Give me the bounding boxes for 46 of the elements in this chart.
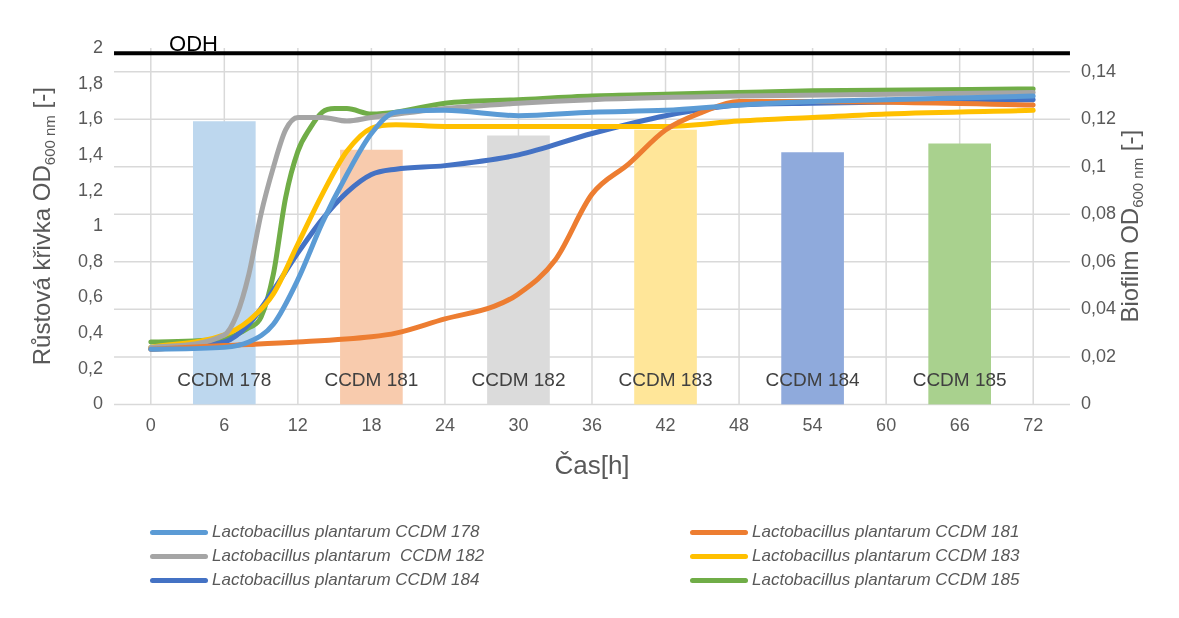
x-tick-label: 36 bbox=[581, 415, 603, 436]
legend-label: Lactobacillus plantarum CCDM 182 bbox=[212, 546, 485, 566]
y-tick-label: 0 bbox=[93, 393, 104, 414]
x-tick-label: 72 bbox=[1023, 415, 1044, 436]
legend-label: Lactobacillus plantarum CCDM 184 bbox=[212, 570, 480, 590]
y2-tick-label: 0,12 bbox=[1080, 108, 1117, 129]
y2-axis-title: Biofilm OD600 nm [-] bbox=[1116, 129, 1146, 323]
y2-tick-label: 0,04 bbox=[1080, 298, 1117, 319]
annotation: CCDM 181 bbox=[324, 368, 419, 390]
x-tick-label: 24 bbox=[434, 415, 455, 436]
annotation: CCDM 182 bbox=[471, 368, 566, 390]
y-tick-label: 0,6 bbox=[77, 286, 104, 307]
annotation: CCDM 178 bbox=[177, 368, 272, 390]
x-tick-label: 66 bbox=[949, 415, 970, 436]
y2-tick-label: 0,08 bbox=[1080, 203, 1117, 224]
x-tick-label: 18 bbox=[361, 415, 382, 436]
y2-tick-label: 0 bbox=[1080, 393, 1091, 414]
annotation: CCDM 183 bbox=[618, 368, 713, 390]
y-tick-label: 0,4 bbox=[77, 322, 104, 343]
y-tick-label: 1,4 bbox=[77, 143, 104, 164]
y-tick-label: 0,8 bbox=[77, 250, 104, 271]
y-axis-title: Růstová křivka OD600 nm [-] bbox=[28, 87, 58, 366]
y-tick-label: 1,2 bbox=[77, 179, 104, 200]
x-tick-label: 60 bbox=[876, 415, 897, 436]
legend-label: Lactobacillus plantarum CCDM 181 bbox=[752, 522, 1020, 542]
x-tick-label: 42 bbox=[655, 415, 676, 436]
x-tick-label: 48 bbox=[729, 415, 750, 436]
x-tick-label: 54 bbox=[802, 415, 823, 436]
x-tick-label: 6 bbox=[219, 415, 230, 436]
y-tick-label: 1 bbox=[93, 215, 104, 236]
ref-line-label: ODH bbox=[169, 31, 218, 57]
y-tick-label: 2 bbox=[93, 36, 104, 57]
legend-label: Lactobacillus plantarum CCDM 183 bbox=[752, 546, 1020, 566]
legend-label: Lactobacillus plantarum CCDM 185 bbox=[752, 570, 1020, 590]
x-tick-label: 0 bbox=[145, 415, 156, 436]
x-tick-label: 30 bbox=[508, 415, 529, 436]
y2-tick-label: 0,1 bbox=[1080, 155, 1106, 176]
y2-tick-label: 0,14 bbox=[1080, 60, 1117, 81]
x-axis-title: Čas[h] bbox=[554, 450, 630, 481]
x-tick-label: 12 bbox=[287, 415, 308, 436]
y-tick-label: 1,8 bbox=[77, 72, 104, 93]
y2-tick-label: 0,06 bbox=[1080, 250, 1117, 271]
y-tick-label: 0,2 bbox=[77, 357, 104, 378]
legend-label: Lactobacillus plantarum CCDM 178 bbox=[212, 522, 480, 542]
y2-tick-label: 0,02 bbox=[1080, 345, 1117, 366]
y-tick-label: 1,6 bbox=[77, 108, 104, 129]
